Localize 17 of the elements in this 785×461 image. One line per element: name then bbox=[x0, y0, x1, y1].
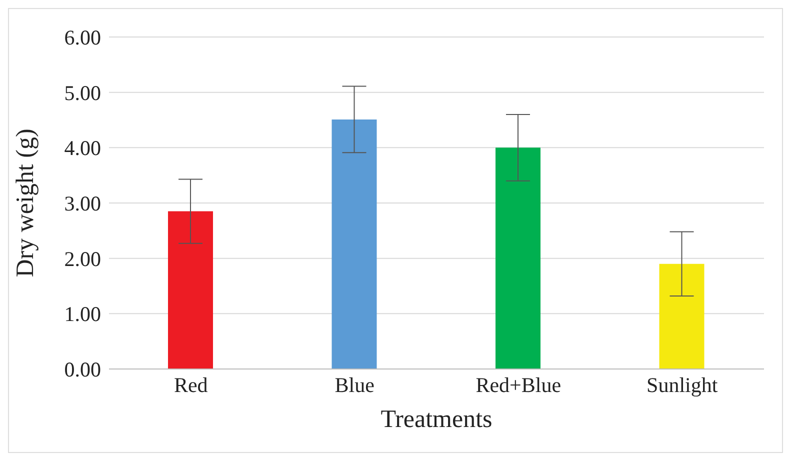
x-tick-label: Red+Blue bbox=[476, 372, 562, 397]
y-tick-label: 5.00 bbox=[64, 80, 101, 105]
y-tick-label: 1.00 bbox=[64, 302, 101, 326]
bar bbox=[168, 211, 213, 369]
x-tick-label: Red bbox=[174, 372, 208, 397]
y-axis-title: Dry weight (g) bbox=[12, 128, 39, 278]
bar bbox=[659, 264, 704, 369]
y-tick-label: 4.00 bbox=[64, 136, 101, 160]
y-tick-label: 2.00 bbox=[64, 246, 101, 271]
x-axis-title: Treatments bbox=[380, 406, 492, 433]
y-tick-label: 3.00 bbox=[64, 191, 101, 216]
y-tick-label: 0.00 bbox=[64, 357, 101, 382]
bar bbox=[332, 119, 377, 369]
x-tick-label: Sunlight bbox=[646, 372, 718, 397]
x-tick-label: Blue bbox=[334, 372, 374, 397]
bar bbox=[496, 148, 540, 369]
y-tick-label: 6.00 bbox=[64, 25, 101, 50]
